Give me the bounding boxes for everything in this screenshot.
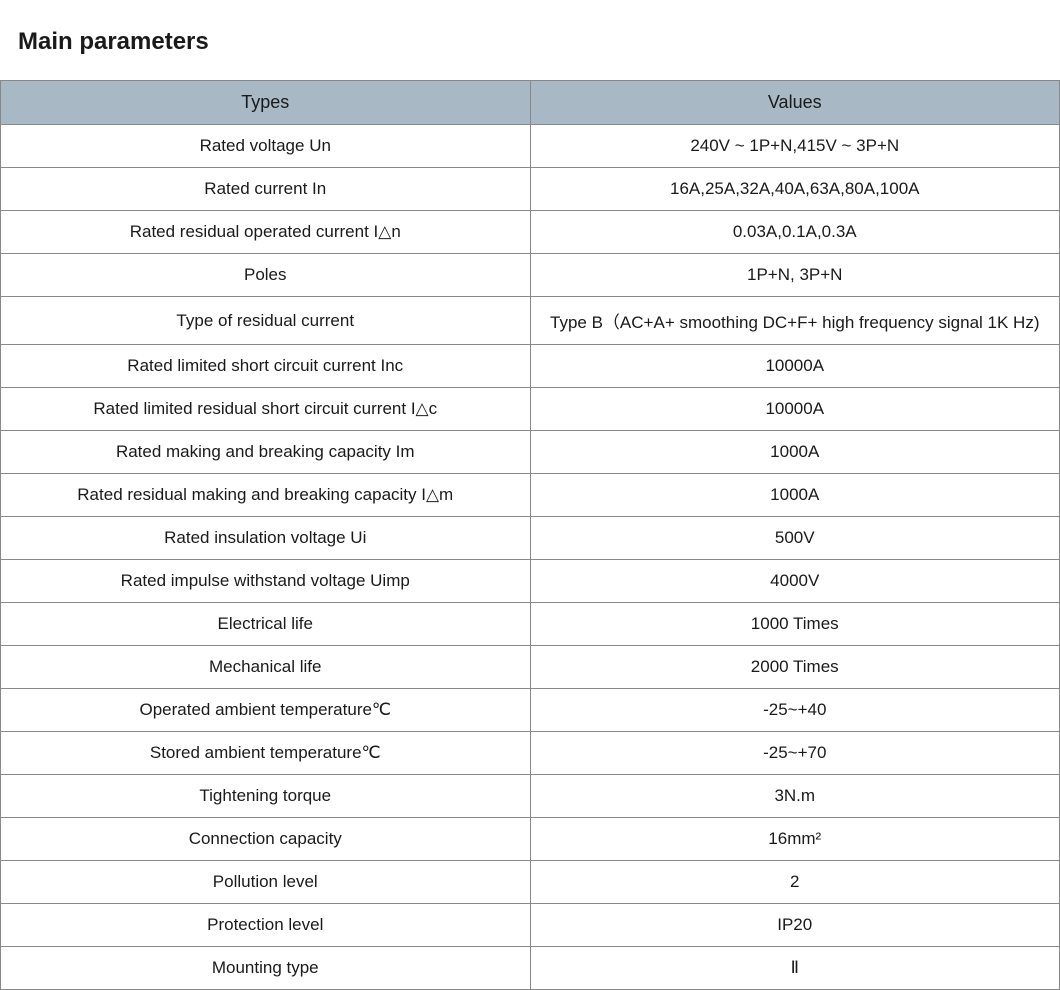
- table-row: Rated limited residual short circuit cur…: [1, 388, 1060, 431]
- cell-value: 1000A: [530, 474, 1060, 517]
- cell-type: Mounting type: [1, 947, 531, 990]
- cell-value: 3N.m: [530, 775, 1060, 818]
- cell-value: 4000V: [530, 560, 1060, 603]
- cell-value: 16A,25A,32A,40A,63A,80A,100A: [530, 168, 1060, 211]
- table-row: Rated residual making and breaking capac…: [1, 474, 1060, 517]
- cell-type: Protection level: [1, 904, 531, 947]
- cell-value: 2000 Times: [530, 646, 1060, 689]
- cell-type: Connection capacity: [1, 818, 531, 861]
- main-container: Main parameters Types Values Rated volta…: [0, 0, 1060, 990]
- cell-value: Type B（AC+A+ smoothing DC+F+ high freque…: [530, 297, 1060, 345]
- table-body: Rated voltage Un 240V ~ 1P+N,415V ~ 3P+N…: [1, 125, 1060, 990]
- cell-value: -25~+40: [530, 689, 1060, 732]
- table-row: Rated residual operated current I△n 0.03…: [1, 211, 1060, 254]
- table-row: Mechanical life 2000 Times: [1, 646, 1060, 689]
- table-row: Rated impulse withstand voltage Uimp 400…: [1, 560, 1060, 603]
- table-row: Rated insulation voltage Ui 500V: [1, 517, 1060, 560]
- cell-value: IP20: [530, 904, 1060, 947]
- table-header-row: Types Values: [1, 81, 1060, 125]
- table-row: Pollution level 2: [1, 861, 1060, 904]
- cell-type: Stored ambient temperature℃: [1, 732, 531, 775]
- table-row: Rated limited short circuit current Inc …: [1, 345, 1060, 388]
- cell-type: Rated impulse withstand voltage Uimp: [1, 560, 531, 603]
- cell-type: Pollution level: [1, 861, 531, 904]
- page-title: Main parameters: [0, 0, 1060, 80]
- table-row: Mounting type Ⅱ: [1, 947, 1060, 990]
- cell-type: Rated limited short circuit current Inc: [1, 345, 531, 388]
- cell-type: Rated limited residual short circuit cur…: [1, 388, 531, 431]
- cell-type: Rated current In: [1, 168, 531, 211]
- cell-value: 1000 Times: [530, 603, 1060, 646]
- cell-type: Rated voltage Un: [1, 125, 531, 168]
- cell-type: Type of residual current: [1, 297, 531, 345]
- cell-value: 10000A: [530, 388, 1060, 431]
- cell-type: Tightening torque: [1, 775, 531, 818]
- cell-type: Operated ambient temperature℃: [1, 689, 531, 732]
- cell-value: Ⅱ: [530, 947, 1060, 990]
- cell-value: 1P+N, 3P+N: [530, 254, 1060, 297]
- cell-value: 16mm²: [530, 818, 1060, 861]
- table-row: Operated ambient temperature℃ -25~+40: [1, 689, 1060, 732]
- cell-type: Electrical life: [1, 603, 531, 646]
- cell-type: Rated residual making and breaking capac…: [1, 474, 531, 517]
- cell-type: Mechanical life: [1, 646, 531, 689]
- table-row: Connection capacity 16mm²: [1, 818, 1060, 861]
- cell-type: Rated making and breaking capacity Im: [1, 431, 531, 474]
- table-row: Stored ambient temperature℃ -25~+70: [1, 732, 1060, 775]
- cell-value: 240V ~ 1P+N,415V ~ 3P+N: [530, 125, 1060, 168]
- cell-value: 1000A: [530, 431, 1060, 474]
- table-row: Protection level IP20: [1, 904, 1060, 947]
- table-row: Poles 1P+N, 3P+N: [1, 254, 1060, 297]
- table-row: Type of residual current Type B（AC+A+ sm…: [1, 297, 1060, 345]
- cell-value: -25~+70: [530, 732, 1060, 775]
- cell-value: 500V: [530, 517, 1060, 560]
- header-values: Values: [530, 81, 1060, 125]
- cell-type: Poles: [1, 254, 531, 297]
- table-row: Rated current In 16A,25A,32A,40A,63A,80A…: [1, 168, 1060, 211]
- table-row: Rated voltage Un 240V ~ 1P+N,415V ~ 3P+N: [1, 125, 1060, 168]
- table-row: Rated making and breaking capacity Im 10…: [1, 431, 1060, 474]
- table-row: Electrical life 1000 Times: [1, 603, 1060, 646]
- table-row: Tightening torque 3N.m: [1, 775, 1060, 818]
- parameters-table: Types Values Rated voltage Un 240V ~ 1P+…: [0, 80, 1060, 990]
- cell-value: 10000A: [530, 345, 1060, 388]
- cell-type: Rated residual operated current I△n: [1, 211, 531, 254]
- cell-value: 0.03A,0.1A,0.3A: [530, 211, 1060, 254]
- cell-value: 2: [530, 861, 1060, 904]
- cell-type: Rated insulation voltage Ui: [1, 517, 531, 560]
- header-types: Types: [1, 81, 531, 125]
